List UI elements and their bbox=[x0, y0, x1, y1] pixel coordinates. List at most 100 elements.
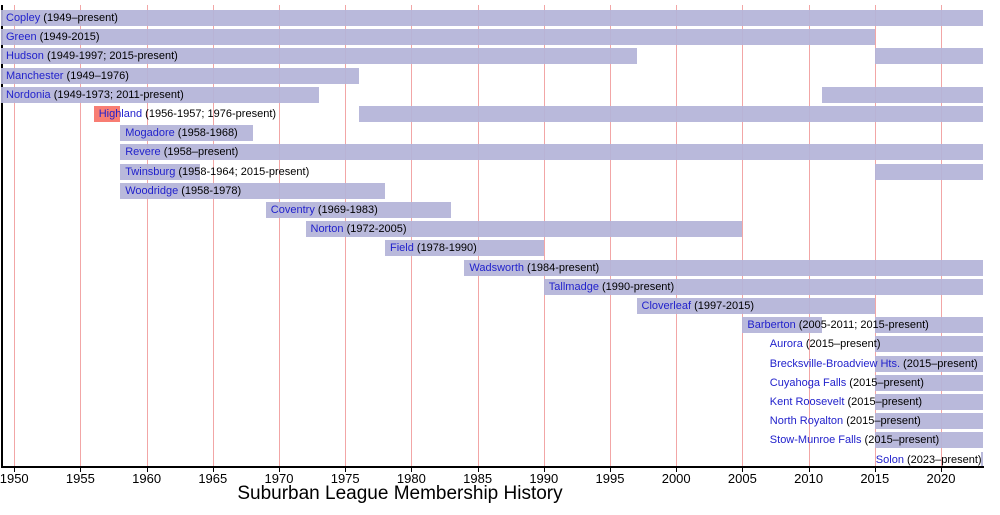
school-link[interactable]: Tallmadge bbox=[548, 280, 599, 293]
axis-tick-label: 1950 bbox=[0, 471, 29, 486]
timeline-bar bbox=[265, 202, 452, 218]
left-axis-line bbox=[1, 5, 3, 467]
row-label: Coventry (1969-1983) bbox=[271, 202, 378, 218]
school-link[interactable]: Copley bbox=[6, 12, 41, 24]
row-label: Field (1978-1990) bbox=[390, 240, 477, 256]
school-link[interactable]: Nordonia bbox=[6, 88, 51, 101]
school-link[interactable]: Cloverleaf bbox=[641, 300, 692, 312]
axis-tick bbox=[146, 466, 148, 472]
membership-years: (1978-1990) bbox=[413, 242, 477, 255]
axis-tick bbox=[80, 466, 82, 472]
axis-tick-label: 1990 bbox=[529, 471, 559, 486]
timeline-bar bbox=[464, 259, 984, 276]
row-label: Highland (1956-1957; 1976-present) bbox=[99, 106, 276, 122]
chart-title: Suburban League Membership History bbox=[237, 483, 563, 504]
school-link[interactable]: Hudson bbox=[6, 50, 44, 63]
axis-tick bbox=[477, 466, 479, 472]
gridline-1950 bbox=[14, 5, 16, 466]
timeline-bar bbox=[874, 374, 984, 391]
row-label: Revere (1958–present) bbox=[125, 144, 238, 160]
row-label: Solon (2023–present) bbox=[876, 452, 982, 468]
membership-years: (2015–present) bbox=[843, 415, 921, 428]
timeline-bar bbox=[636, 298, 875, 314]
row-label: Mogadore (1958-1968) bbox=[125, 125, 238, 141]
school-link[interactable]: Mogadore bbox=[125, 127, 175, 140]
axis-tick-label: 2000 bbox=[661, 471, 691, 486]
membership-years: (1958-1968) bbox=[174, 127, 238, 140]
row-label: Cloverleaf (1997-2015) bbox=[642, 298, 755, 314]
school-link[interactable]: Field bbox=[390, 242, 414, 255]
school-link[interactable]: Wadsworth bbox=[469, 261, 524, 274]
row-label: Cuyahoga Falls (2015–present) bbox=[770, 375, 924, 391]
membership-years: (2015–present) bbox=[861, 434, 940, 447]
timeline-bar bbox=[1, 67, 359, 84]
school-link[interactable]: Highland bbox=[98, 108, 143, 120]
bottom-axis-line bbox=[1, 466, 985, 468]
membership-years: (2015–present) bbox=[900, 357, 978, 370]
axis-tick bbox=[941, 466, 942, 472]
membership-years: (1949–present) bbox=[40, 12, 118, 24]
row-label: Twinsburg (1958-1964; 2015-present) bbox=[125, 164, 309, 180]
membership-years: (1949–1976) bbox=[63, 69, 129, 82]
membership-years: (2015–present) bbox=[802, 338, 881, 351]
membership-years: (1958-1978) bbox=[178, 184, 242, 197]
row-label: Stow-Munroe Falls (2015–present) bbox=[770, 432, 939, 448]
axis-tick-label: 2005 bbox=[727, 471, 757, 486]
axis-tick-label: 2010 bbox=[794, 471, 824, 486]
axis-tick bbox=[874, 466, 876, 472]
row-label: Kent Roosevelt (2015–present) bbox=[770, 394, 922, 410]
row-label: Green (1949-2015) bbox=[6, 29, 100, 45]
axis-tick-label: 1995 bbox=[595, 471, 625, 486]
gridline-2015 bbox=[874, 5, 876, 466]
school-link[interactable]: Norton bbox=[310, 223, 344, 236]
timeline-bar bbox=[305, 221, 743, 238]
school-link[interactable]: North Royalton bbox=[769, 415, 844, 428]
school-link[interactable]: Barberton bbox=[747, 319, 796, 332]
axis-tick-label: 1970 bbox=[264, 471, 294, 486]
axis-tick-label: 1980 bbox=[396, 471, 426, 486]
row-label: North Royalton (2015–present) bbox=[770, 413, 921, 429]
membership-years: (1958-1964; 2015-present) bbox=[175, 165, 310, 178]
axis-tick bbox=[808, 466, 810, 472]
gridline-1960 bbox=[146, 5, 148, 466]
school-link[interactable]: Woodridge bbox=[125, 184, 179, 197]
timeline-bar bbox=[874, 432, 984, 449]
membership-years: (2005-2011; 2015-present) bbox=[795, 319, 929, 332]
row-label: Hudson (1949-1997; 2015-present) bbox=[6, 48, 178, 64]
school-link[interactable]: Revere bbox=[125, 146, 161, 159]
school-link[interactable]: Aurora bbox=[769, 338, 803, 351]
row-label: Woodridge (1958-1978) bbox=[125, 183, 241, 199]
gridline-2010 bbox=[808, 5, 810, 466]
axis-tick-label: 1985 bbox=[463, 471, 493, 486]
timeline-bar bbox=[874, 355, 984, 372]
axis-tick-label: 2015 bbox=[860, 471, 890, 486]
timeline-bar bbox=[874, 394, 984, 410]
row-label: Brecksville-Broadview Hts. (2015–present… bbox=[770, 356, 978, 372]
school-link[interactable]: Cuyahoga Falls bbox=[769, 376, 847, 389]
school-link[interactable]: Green bbox=[6, 31, 37, 44]
school-link[interactable]: Kent Roosevelt bbox=[769, 396, 845, 408]
school-link[interactable]: Coventry bbox=[270, 204, 315, 216]
school-link[interactable]: Stow-Munroe Falls bbox=[769, 434, 862, 447]
gridline-2020 bbox=[941, 5, 942, 466]
timeline-bar bbox=[358, 106, 984, 122]
membership-years: (1949-1973; 2011-present) bbox=[50, 88, 184, 101]
school-link[interactable]: Solon bbox=[875, 453, 904, 466]
gridline-2005 bbox=[742, 5, 744, 466]
membership-years: (2023–present) bbox=[903, 453, 982, 466]
school-link[interactable]: Manchester bbox=[6, 69, 64, 82]
row-label: Manchester (1949–1976) bbox=[6, 68, 129, 84]
axis-tick bbox=[742, 466, 744, 472]
axis-tick bbox=[212, 466, 214, 472]
axis-tick bbox=[676, 466, 678, 472]
timeline-bar bbox=[874, 413, 984, 430]
timeline-bar bbox=[120, 163, 200, 180]
axis-tick-label: 1955 bbox=[65, 471, 95, 486]
membership-years: (1990-present) bbox=[598, 280, 675, 293]
timeline-bar bbox=[93, 106, 121, 122]
membership-years: (1969-1983) bbox=[314, 204, 378, 216]
school-link[interactable]: Brecksville-Broadview Hts. bbox=[769, 357, 900, 370]
school-link[interactable]: Twinsburg bbox=[125, 165, 176, 178]
gridline-1965 bbox=[212, 5, 214, 466]
